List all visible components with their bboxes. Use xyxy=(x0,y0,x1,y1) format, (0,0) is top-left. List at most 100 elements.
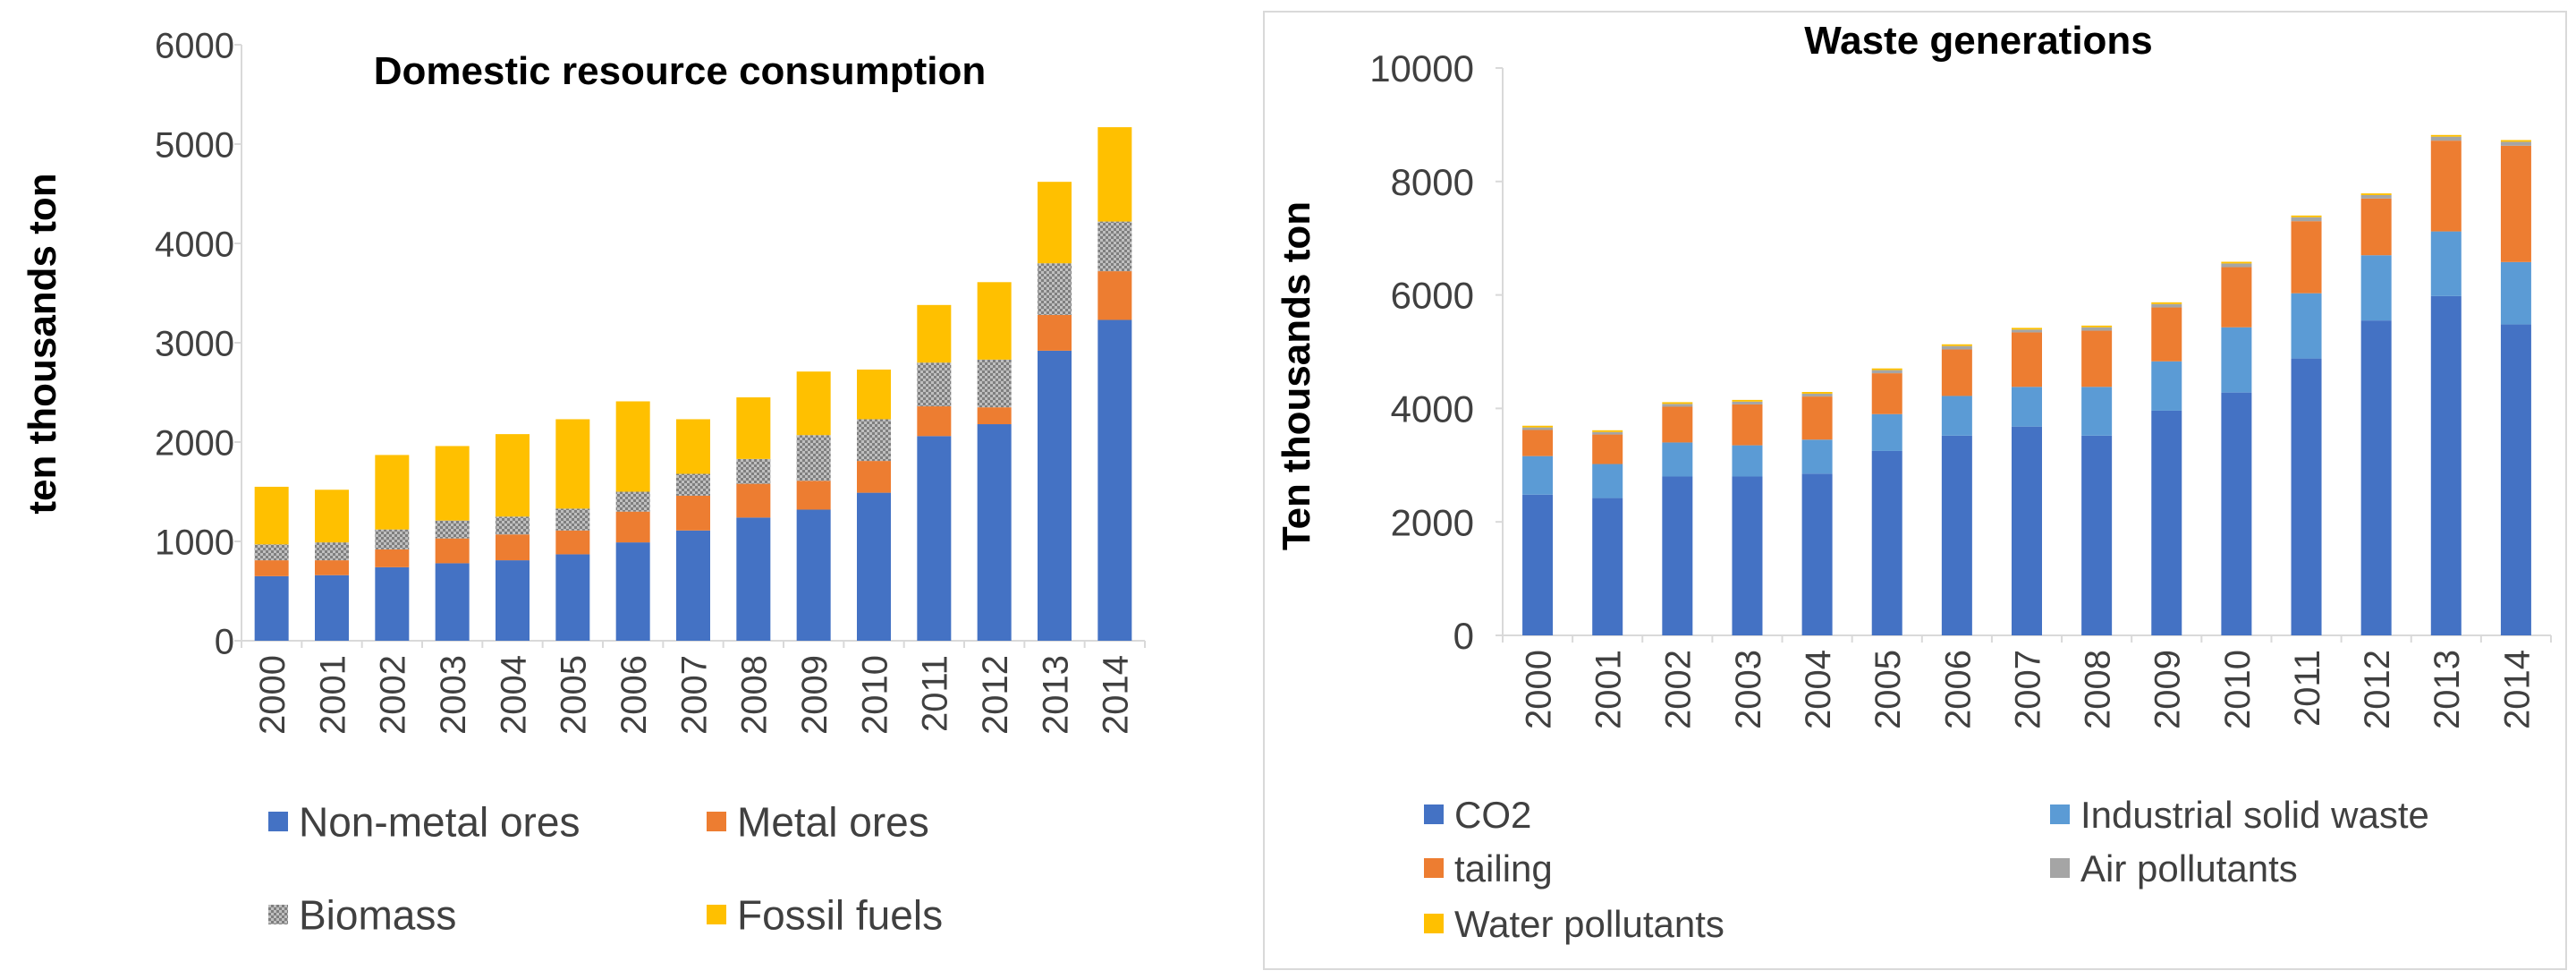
chart-2-bar-co2-2011 xyxy=(2291,358,2322,635)
chart-2-x-tick-label-2008: 2008 xyxy=(2079,650,2118,729)
chart-1-x-tick-label-2012: 2012 xyxy=(976,655,1015,735)
chart-1-bar-metal-ores-2006 xyxy=(615,511,650,543)
chart-1-bar-biomass-2007 xyxy=(676,473,710,496)
chart-1-bar-biomass-2001 xyxy=(315,542,349,561)
chart-1-x-tick-label-2003: 2003 xyxy=(434,655,473,735)
chart-2-bar-co2-2000 xyxy=(1522,494,1554,635)
chart-1-bar-metal-ores-2011 xyxy=(917,406,952,437)
chart-1-legend-label-metal-ores: Metal ores xyxy=(737,799,929,846)
chart-1-bar-biomass-2012 xyxy=(977,359,1012,408)
chart-2-bar-water-pollutants-2004 xyxy=(1801,392,1833,394)
chart-2-bar-co2-2010 xyxy=(2221,392,2252,635)
chart-1-bar-non-metal-ores-2000 xyxy=(254,575,289,641)
chart-2-legend-swatch-water-pollutants xyxy=(1424,914,1444,933)
chart-2-x-tick-label-2001: 2001 xyxy=(1589,650,1629,729)
chart-1-bar-fossil-fuels-2002 xyxy=(375,455,410,530)
chart-1-x-tick-label-2000: 2000 xyxy=(253,655,292,735)
chart-1-y-tick-label: 4000 xyxy=(155,225,234,264)
chart-1-legend-label-biomass: Biomass xyxy=(299,892,456,939)
chart-2-x-tick-label-2013: 2013 xyxy=(2428,650,2467,729)
chart-2-bar-tailing-2008 xyxy=(2081,330,2113,387)
chart-1-bar-metal-ores-2014 xyxy=(1097,271,1132,320)
chart-2-bar-co2-2001 xyxy=(1592,498,1623,635)
chart-1-x-tick-label-2005: 2005 xyxy=(555,655,594,735)
chart-1-x-tick-label-2002: 2002 xyxy=(374,655,413,735)
chart-2-bar-tailing-2012 xyxy=(2360,198,2392,256)
chart-2-x-tick-label-2004: 2004 xyxy=(1799,650,1838,729)
chart-2-bar-tailing-2003 xyxy=(1732,404,1763,446)
chart-2-bar-water-pollutants-2002 xyxy=(1662,402,1693,404)
chart-2-bar-air-pollutants-2011 xyxy=(2291,217,2322,222)
chart-2-bar-industrial-solid-waste-2008 xyxy=(2081,387,2113,436)
chart-1-x-tick-label-2006: 2006 xyxy=(614,655,654,735)
chart-1-bar-non-metal-ores-2006 xyxy=(615,542,650,641)
chart-1-x-tick-label-2013: 2013 xyxy=(1036,655,1075,735)
chart-2-bar-air-pollutants-2006 xyxy=(1941,345,1972,350)
chart-2-bar-industrial-solid-waste-2005 xyxy=(1871,413,1902,451)
chart-1-bar-non-metal-ores-2010 xyxy=(857,492,891,641)
chart-1-bar-non-metal-ores-2009 xyxy=(796,509,831,641)
chart-2-legend-swatch-tailing xyxy=(1424,858,1444,878)
chart-2-bar-industrial-solid-waste-2011 xyxy=(2291,293,2322,359)
chart-2-bar-air-pollutants-2001 xyxy=(1592,431,1623,435)
chart-2-bar-co2-2002 xyxy=(1662,476,1693,635)
chart-1-bar-fossil-fuels-2009 xyxy=(796,371,831,436)
chart-2-bar-industrial-solid-waste-2012 xyxy=(2360,255,2392,321)
chart-2-x-tick-label-2010: 2010 xyxy=(2218,650,2258,729)
chart-2-bar-tailing-2014 xyxy=(2500,145,2531,262)
chart-2-x-tick-label-2003: 2003 xyxy=(1729,650,1768,729)
chart-2-title: Waste generations xyxy=(1804,19,2153,63)
chart-2-bar-tailing-2009 xyxy=(2151,307,2182,362)
chart-1-x-tick-label-2008: 2008 xyxy=(735,655,775,735)
chart-1-bar-non-metal-ores-2007 xyxy=(676,530,710,641)
chart-1-bar-biomass-2008 xyxy=(736,458,771,484)
chart-1-bar-non-metal-ores-2011 xyxy=(917,436,952,641)
chart-2-bar-tailing-2002 xyxy=(1662,406,1693,443)
chart-1-bar-fossil-fuels-2006 xyxy=(615,401,650,492)
chart-2-y-tick-label: 2000 xyxy=(1391,501,1474,543)
chart-1-bar-fossil-fuels-2008 xyxy=(736,397,771,459)
chart-1-bar-fossil-fuels-2001 xyxy=(315,490,349,543)
chart-2-bar-industrial-solid-waste-2004 xyxy=(1801,439,1833,474)
chart-2-bar-tailing-2005 xyxy=(1871,373,1902,414)
chart-2-bar-air-pollutants-2012 xyxy=(2360,195,2392,199)
chart-1-bar-fossil-fuels-2004 xyxy=(496,434,530,517)
chart-2-y-tick-label: 0 xyxy=(1453,615,1474,657)
chart-1-legend-label-fossil-fuels: Fossil fuels xyxy=(737,892,943,939)
chart-1-bar-biomass-2011 xyxy=(917,362,952,407)
chart-2-bar-co2-2012 xyxy=(2360,320,2392,635)
chart-1-bar-biomass-2003 xyxy=(435,520,470,539)
chart-1-bar-metal-ores-2010 xyxy=(857,461,891,493)
chart-1-title: Domestic resource consumption xyxy=(374,49,987,93)
chart-2-bar-tailing-2006 xyxy=(1941,349,1972,396)
chart-2-bar-water-pollutants-2007 xyxy=(2012,328,2042,330)
chart-2-legend-swatch-air-pollutants xyxy=(2050,858,2070,878)
chart-1-bar-metal-ores-2013 xyxy=(1038,314,1072,351)
chart-1-legend-swatch-non-metal-ores xyxy=(268,812,288,831)
chart-1-bar-metal-ores-2001 xyxy=(315,560,349,575)
chart-1-bar-biomass-2013 xyxy=(1038,263,1072,315)
chart-2-bar-tailing-2013 xyxy=(2430,140,2462,232)
chart-1-bar-fossil-fuels-2005 xyxy=(555,419,590,509)
chart-1-bar-biomass-2000 xyxy=(254,544,289,561)
chart-2-bar-air-pollutants-2007 xyxy=(2012,329,2042,333)
chart-2-y-tick-label: 8000 xyxy=(1391,161,1474,203)
chart-1-x-tick-label-2004: 2004 xyxy=(494,655,533,735)
chart-1-bar-biomass-2002 xyxy=(375,529,410,549)
chart-2-y-tick-label: 10000 xyxy=(1369,47,1474,89)
chart-2-x-tick-label-2000: 2000 xyxy=(1519,650,1558,729)
chart-2-bar-co2-2007 xyxy=(2012,426,2042,635)
chart-2-bar-industrial-solid-waste-2003 xyxy=(1732,445,1763,477)
chart-2-x-tick-label-2014: 2014 xyxy=(2497,650,2537,729)
chart-2-bar-air-pollutants-2005 xyxy=(1871,370,1902,374)
chart-1-bar-non-metal-ores-2013 xyxy=(1038,350,1072,641)
chart-2-y-axis-label: Ten thousands ton xyxy=(1275,201,1318,550)
chart-2-y-tick-label: 4000 xyxy=(1391,388,1474,430)
chart-1-legend-swatch-biomass xyxy=(268,905,288,924)
chart-2-bar-industrial-solid-waste-2013 xyxy=(2430,231,2462,296)
chart-1-bar-metal-ores-2004 xyxy=(496,534,530,561)
chart-2-bar-co2-2005 xyxy=(1871,450,1902,635)
chart-1-bar-non-metal-ores-2008 xyxy=(736,517,771,641)
chart-1-bar-metal-ores-2009 xyxy=(796,481,831,510)
chart-1-x-tick-label-2007: 2007 xyxy=(674,655,714,735)
